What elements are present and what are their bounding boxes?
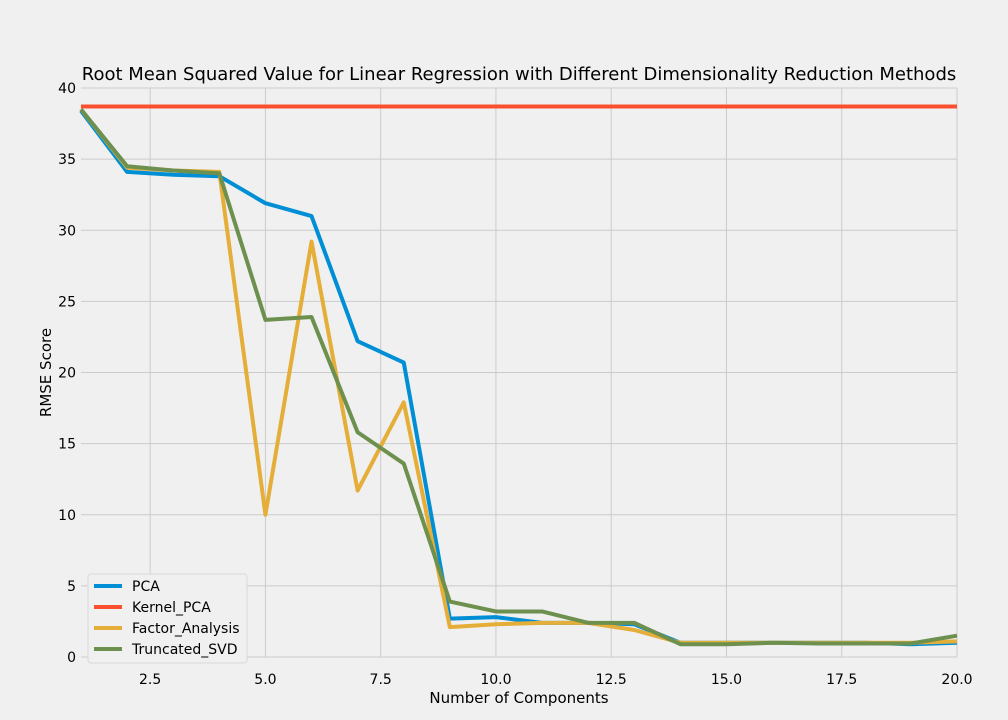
y-tick-labels: 0 5 10 15 20 25 30 35 40: [58, 81, 76, 666]
y-tick-label: 30: [58, 223, 76, 239]
legend-label: PCA: [132, 579, 160, 595]
x-tick-labels: 2.5 5.0 7.5 10.0 12.5 15.0 17.5 20.0: [139, 672, 973, 688]
legend: PCA Kernel_PCA Factor_Analysis Truncated_SV…: [87, 573, 248, 664]
x-tick-label: 2.5: [139, 672, 161, 688]
x-tick-label: 5.0: [254, 672, 276, 688]
legend-label: Kernel_PCA: [132, 600, 211, 616]
x-tick-label: 7.5: [370, 672, 392, 688]
x-axis-label: Number of Components: [429, 689, 608, 707]
legend-label: Factor_Analysis: [132, 621, 240, 637]
x-tick-label: 20.0: [941, 672, 972, 688]
x-tick-label: 12.5: [596, 672, 627, 688]
x-tick-label: 15.0: [711, 672, 742, 688]
y-tick-label: 20: [58, 366, 76, 382]
series-line-truncated-svd: [79, 108, 958, 647]
x-tick-label: 17.5: [826, 672, 857, 688]
y-tick-label: 15: [58, 437, 76, 453]
legend-box: [87, 573, 248, 664]
y-tick-label: 40: [58, 81, 76, 97]
y-tick-label: 25: [58, 294, 76, 310]
y-tick-label: 0: [67, 650, 76, 666]
y-tick-label: 5: [67, 579, 76, 595]
chart-title: Root Mean Squared Value for Linear Regre…: [82, 64, 957, 85]
legend-label: Truncated_SVD: [131, 642, 238, 658]
x-tick-label: 10.0: [480, 672, 511, 688]
y-axis-label: RMSE Score: [37, 328, 55, 417]
y-tick-label: 35: [58, 152, 76, 168]
series-lines: [79, 104, 958, 647]
y-tick-label: 10: [58, 508, 76, 524]
